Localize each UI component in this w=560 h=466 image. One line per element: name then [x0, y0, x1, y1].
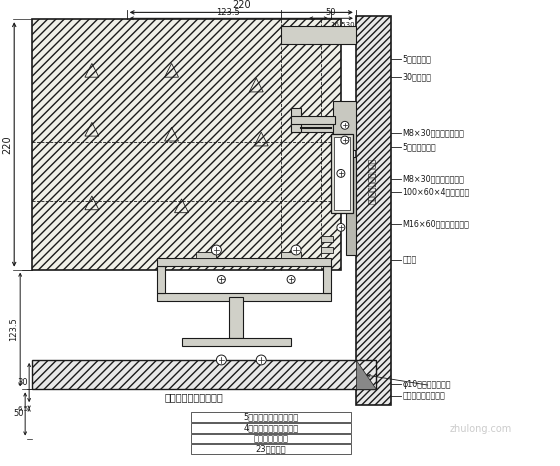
- Bar: [334, 137, 350, 210]
- Text: 5号角钢连接件: 5号角钢连接件: [403, 143, 436, 151]
- Bar: [230, 297, 243, 338]
- Bar: [192, 433, 351, 444]
- Text: 预埋件: 预埋件: [403, 255, 417, 264]
- Text: 5厚铝合金专用石材挂件: 5厚铝合金专用石材挂件: [244, 412, 299, 421]
- Bar: [321, 236, 333, 242]
- Text: φ10聚乙烯发泡垫杆: φ10聚乙烯发泡垫杆: [403, 379, 451, 389]
- Text: 石材幕墙横向分格尺寸: 石材幕墙横向分格尺寸: [164, 392, 223, 402]
- Text: 聚四氟乙烯隔片: 聚四氟乙烯隔片: [254, 434, 288, 443]
- Text: 123.5: 123.5: [9, 318, 18, 342]
- Circle shape: [212, 245, 221, 255]
- Bar: [192, 412, 351, 422]
- Circle shape: [337, 170, 345, 178]
- Bar: [157, 258, 331, 266]
- Bar: [157, 293, 331, 301]
- Circle shape: [216, 355, 226, 365]
- Bar: [281, 26, 356, 44]
- Text: M16×60不锈钢对穿螺栓: M16×60不锈钢对穿螺栓: [403, 219, 469, 228]
- Circle shape: [256, 355, 266, 365]
- Text: M8×30不锈钢对穿螺栓: M8×30不锈钢对穿螺栓: [403, 174, 464, 183]
- Text: 5号角钢横梁: 5号角钢横梁: [403, 55, 432, 63]
- Text: 220: 220: [232, 0, 250, 10]
- Bar: [291, 123, 356, 132]
- Text: 16.530: 16.530: [330, 22, 355, 28]
- Bar: [291, 116, 335, 124]
- Bar: [192, 423, 351, 432]
- Circle shape: [287, 275, 295, 283]
- Text: 220: 220: [2, 136, 12, 154]
- Text: 23厚花岗石: 23厚花岗石: [256, 445, 287, 454]
- Bar: [333, 101, 356, 150]
- Bar: [291, 108, 301, 132]
- Text: 123.5: 123.5: [217, 8, 240, 17]
- Text: 100×60×4镀锌钢方管: 100×60×4镀锌钢方管: [403, 188, 470, 197]
- Text: M8×30不锈钢对穿螺栓: M8×30不锈钢对穿螺栓: [403, 129, 464, 138]
- Text: 4厚铝合金专用石材挂件: 4厚铝合金专用石材挂件: [244, 423, 299, 432]
- Bar: [346, 157, 356, 255]
- Text: 30: 30: [17, 378, 28, 387]
- Circle shape: [341, 136, 349, 144]
- Circle shape: [337, 224, 345, 231]
- Bar: [192, 445, 351, 454]
- Text: 50: 50: [13, 410, 24, 418]
- Bar: [321, 247, 333, 253]
- Text: 石材幕墙横向分格尺寸: 石材幕墙横向分格尺寸: [368, 158, 377, 205]
- Bar: [32, 19, 341, 270]
- Text: zhulong.com: zhulong.com: [449, 424, 511, 434]
- Text: 50: 50: [326, 8, 336, 17]
- Bar: [331, 134, 353, 212]
- Bar: [32, 360, 376, 390]
- Bar: [323, 266, 331, 293]
- Text: 6.5: 6.5: [17, 406, 28, 412]
- Bar: [281, 252, 301, 258]
- Circle shape: [291, 245, 301, 255]
- Text: 30厚花岗石: 30厚花岗石: [403, 72, 432, 82]
- Bar: [197, 252, 216, 258]
- Polygon shape: [356, 360, 376, 390]
- Circle shape: [341, 121, 349, 129]
- Text: 石材专用密封填缝胶: 石材专用密封填缝胶: [403, 392, 445, 401]
- Bar: [181, 338, 291, 346]
- Bar: [356, 16, 391, 405]
- Bar: [157, 266, 165, 293]
- Circle shape: [217, 275, 225, 283]
